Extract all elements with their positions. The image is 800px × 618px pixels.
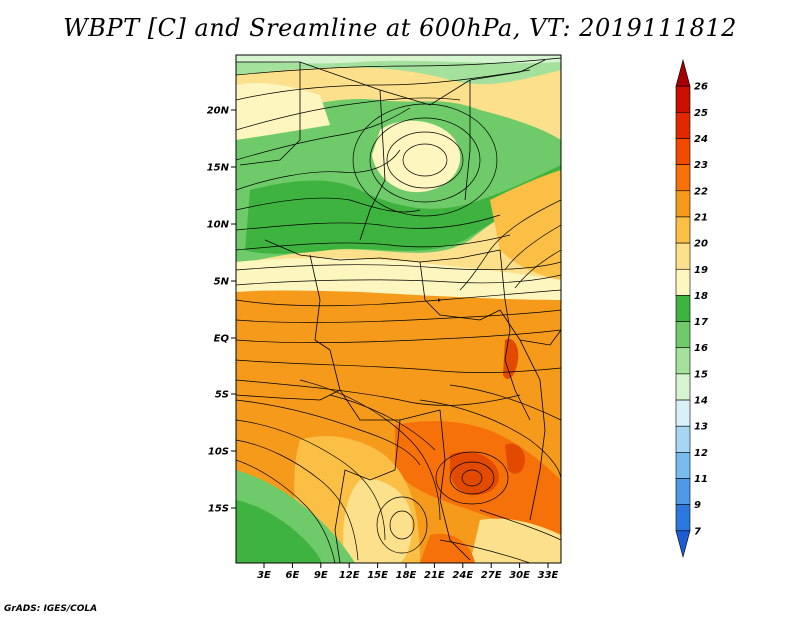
lat-label: 20N	[207, 106, 230, 117]
colorbar-swatch	[675, 138, 691, 165]
colorbar-label: 22	[694, 186, 708, 197]
colorbar-label: 18	[694, 291, 708, 302]
colorbar-label: 7	[694, 526, 701, 537]
lon-label: 30E	[509, 570, 530, 581]
colorbar-label: 20	[694, 239, 708, 250]
lon-label: 12E	[339, 570, 360, 581]
lat-label: 15N	[207, 163, 230, 174]
lon-label: 27E	[481, 570, 502, 581]
map-title: WBPT [C] and Sreamline at 600hPa, VT: 20…	[63, 14, 737, 42]
lat-label: 5N	[214, 277, 230, 288]
lon-label: 18E	[396, 570, 417, 581]
colorbar-swatch	[675, 347, 691, 375]
colorbar-swatch	[675, 321, 691, 349]
colorbar-swatch	[675, 190, 691, 218]
colorbar-swatch	[675, 268, 691, 296]
colorbar-swatch	[675, 242, 691, 270]
colorbar-swatch	[675, 373, 691, 401]
colorbar-label: 21	[694, 212, 708, 223]
lat-label: 10N	[207, 220, 230, 231]
wbpt-field	[236, 55, 561, 563]
colorbar-swatch	[675, 425, 691, 453]
colorbar-label: 12	[694, 448, 708, 459]
lat-label: 10S	[208, 447, 229, 458]
credit-text: GrADS: IGES/COLA	[4, 604, 98, 614]
colorbar-swatch	[675, 530, 691, 559]
colorbar-label: 25	[694, 108, 708, 119]
lon-label: 3E	[257, 570, 271, 581]
lon-label: 6E	[286, 570, 300, 581]
lat-label: 5S	[215, 390, 229, 401]
colorbar-swatch	[675, 478, 691, 505]
colorbar-label: 26	[694, 82, 708, 93]
colorbar-swatch	[675, 452, 691, 479]
colorbar-swatch	[675, 112, 691, 139]
colorbar-label: 11	[694, 474, 708, 485]
colorbar-swatch	[675, 399, 691, 427]
lat-label: EQ	[214, 334, 230, 345]
colorbar-swatch	[675, 85, 691, 113]
colorbar-label: 9	[694, 500, 701, 511]
lon-label: 24E	[452, 570, 473, 581]
colorbar-swatch	[675, 504, 691, 532]
colorbar-swatch	[675, 216, 691, 244]
lat-label: 15S	[208, 504, 229, 515]
colorbar: 26 25 24 23 22 21 20 19 18 17 16 15 14 13 12 11 9 7	[675, 58, 708, 559]
colorbar-label: 24	[694, 134, 708, 145]
colorbar-label: 13	[694, 422, 708, 433]
colorbar-label: 16	[694, 343, 708, 354]
colorbar-label: 14	[694, 396, 708, 407]
colorbar-label: 15	[694, 369, 708, 380]
colorbar-label: 17	[694, 317, 708, 328]
colorbar-swatch	[675, 58, 691, 87]
latitude-axis: 20N 15N 10N 5N EQ 5S 10S 15S	[207, 106, 236, 515]
map-frame	[235, 54, 562, 564]
colorbar-swatch	[675, 164, 691, 192]
lon-label: 9E	[314, 570, 328, 581]
colorbar-label: 23	[694, 160, 708, 171]
lon-label: 15E	[367, 570, 388, 581]
colorbar-label: 19	[694, 265, 708, 276]
colorbar-swatch	[675, 295, 691, 322]
lon-label: 21E	[424, 570, 445, 581]
longitude-axis: 3E 6E 9E 12E 15E 18E 21E 24E 27E 30E 33E	[257, 563, 559, 581]
lon-label: 33E	[538, 570, 559, 581]
